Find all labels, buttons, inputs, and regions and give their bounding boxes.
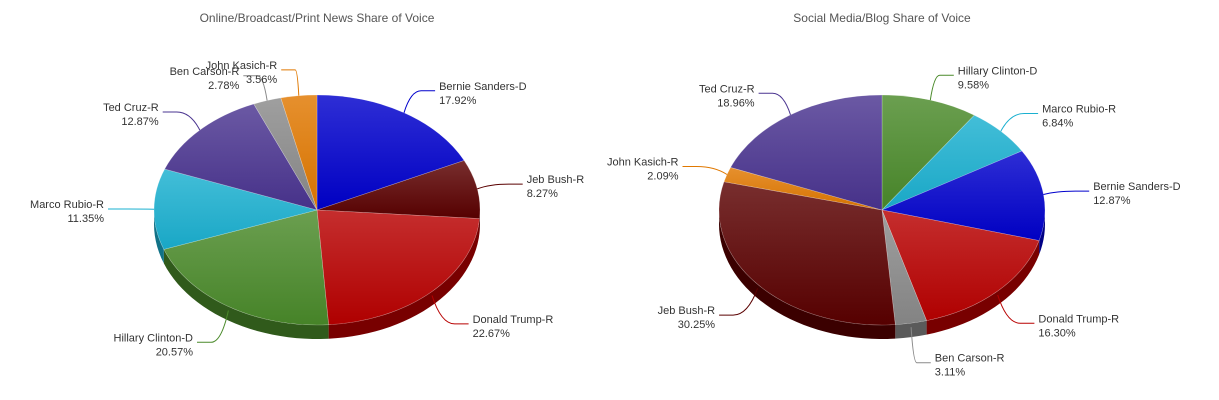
news-label-value-jeb-bush-r: 8.27% xyxy=(527,188,558,200)
news-slice-marco-rubio-r[interactable] xyxy=(153,168,319,250)
social-label-value-hillary-clinton-d: 9.58% xyxy=(958,79,989,91)
social-slice-jeb-bush-r[interactable] xyxy=(718,181,896,326)
news-label-name-marco-rubio-r: Marco Rubio-R xyxy=(30,199,104,211)
social-leader-line-ted-cruz-r xyxy=(758,92,791,115)
social-slice-bernie-sanders-d[interactable] xyxy=(880,150,1046,241)
news-label-value-hillary-clinton-d: 20.57% xyxy=(156,346,194,358)
news-label-name-ben-carson-r: Ben Carson-R xyxy=(170,66,240,78)
social-label-value-donald-trump-r: 16.30% xyxy=(1038,327,1076,339)
news-label-value-marco-rubio-r: 11.35% xyxy=(68,213,105,225)
news-slice-ben-carson-r[interactable] xyxy=(253,97,318,211)
news-label-value-ted-cruz-r: 12.87% xyxy=(121,116,159,128)
social-leader-line-donald-trump-r xyxy=(997,294,1035,324)
social-slice-ben-carson-r[interactable] xyxy=(881,209,928,325)
social-label-name-hillary-clinton-d: Hillary Clinton-D xyxy=(958,65,1038,77)
news-slice-john-kasich-r[interactable] xyxy=(280,94,318,211)
social-label-name-marco-rubio-r: Marco Rubio-R xyxy=(1042,104,1116,116)
social-label-name-donald-trump-r: Donald Trump-R xyxy=(1038,313,1119,325)
social-chart-title: Social Media/Blog Share of Voice xyxy=(793,11,971,25)
news-label-name-donald-trump-r: Donald Trump-R xyxy=(473,314,554,326)
news-label-value-bernie-sanders-d: 17.92% xyxy=(439,95,477,107)
social-slice-donald-trump-r[interactable] xyxy=(881,209,1040,321)
news-label-value-john-kasich-r: 3.56% xyxy=(246,74,277,86)
social-label-value-jeb-bush-r: 30.25% xyxy=(678,319,716,331)
news-label-name-hillary-clinton-d: Hillary Clinton-D xyxy=(114,332,194,344)
news-pie-slices xyxy=(153,94,481,326)
news-slice-hillary-clinton-d[interactable] xyxy=(163,209,329,326)
news-slice-side-hillary-clinton-d xyxy=(163,249,329,339)
social-leader-line-jeb-bush-r xyxy=(719,288,759,316)
news-leader-line-jeb-bush-r xyxy=(477,183,523,190)
news-slice-side-marco-rubio-r xyxy=(154,210,164,264)
news-label-value-donald-trump-r: 22.67% xyxy=(473,328,511,340)
social-slice-marco-rubio-r[interactable] xyxy=(881,114,1023,211)
news-pie-sides xyxy=(154,210,480,339)
social-label-value-marco-rubio-r: 6.84% xyxy=(1042,118,1073,130)
social-slice-side-jeb-bush-r xyxy=(719,210,896,339)
news-slice-donald-trump-r[interactable] xyxy=(316,209,480,326)
social-slice-labels: Hillary Clinton-D 9.58% Marco Rubio-R 6.84%… xyxy=(607,65,1181,378)
social-leader-line-john-kasich-r xyxy=(682,166,728,175)
news-leader-line-ben-carson-r xyxy=(243,75,268,101)
news-label-name-john-kasich-r: John Kasich-R xyxy=(206,60,278,72)
social-label-name-bernie-sanders-d: Bernie Sanders-D xyxy=(1093,181,1180,193)
social-label-name-john-kasich-r: John Kasich-R xyxy=(607,157,679,169)
news-slice-ted-cruz-r[interactable] xyxy=(164,103,318,211)
social-label-value-bernie-sanders-d: 12.87% xyxy=(1093,195,1131,207)
social-label-value-ben-carson-r: 3.11% xyxy=(935,367,966,379)
social-label-name-jeb-bush-r: Jeb Bush-R xyxy=(658,305,716,317)
news-label-name-bernie-sanders-d: Bernie Sanders-D xyxy=(439,81,526,93)
news-leader-line-hillary-clinton-d xyxy=(197,310,229,343)
news-leader-line-john-kasich-r xyxy=(281,69,300,96)
social-leader-line-bernie-sanders-d xyxy=(1043,190,1090,195)
news-label-name-jeb-bush-r: Jeb Bush-R xyxy=(527,174,585,186)
news-share-pie-chart: Online/Broadcast/Print News Share of Voi… xyxy=(30,11,584,358)
social-label-name-ted-cruz-r: Ted Cruz-R xyxy=(699,83,755,95)
news-label-name-ted-cruz-r: Ted Cruz-R xyxy=(103,102,159,114)
social-label-name-ben-carson-r: Ben Carson-R xyxy=(935,353,1005,365)
news-slice-labels: Bernie Sanders-D 17.92% Jeb Bush-R 8.27% Don… xyxy=(30,60,584,358)
social-leader-line-hillary-clinton-d xyxy=(929,74,954,101)
social-slice-side-donald-trump-r xyxy=(926,240,1040,335)
social-share-pie-chart: Social Media/Blog Share of Voice Hillary… xyxy=(607,11,1181,379)
news-slice-side-donald-trump-r xyxy=(328,218,480,339)
social-leader-line-ben-carson-r xyxy=(910,327,931,364)
social-pie-slices xyxy=(718,94,1046,326)
news-leader-line-donald-trump-r xyxy=(431,295,469,325)
news-leader-line-ted-cruz-r xyxy=(162,111,201,131)
social-slice-side-bernie-sanders-d xyxy=(1039,210,1045,255)
news-leader-line-bernie-sanders-d xyxy=(403,90,436,113)
news-label-value-ben-carson-r: 2.78% xyxy=(208,80,239,92)
social-slice-ted-cruz-r[interactable] xyxy=(730,94,883,211)
social-label-value-ted-cruz-r: 18.96% xyxy=(717,97,755,109)
social-label-value-john-kasich-r: 2.09% xyxy=(647,171,678,183)
social-leader-line-marco-rubio-r xyxy=(1000,113,1039,132)
news-chart-title: Online/Broadcast/Print News Share of Voi… xyxy=(200,11,435,25)
